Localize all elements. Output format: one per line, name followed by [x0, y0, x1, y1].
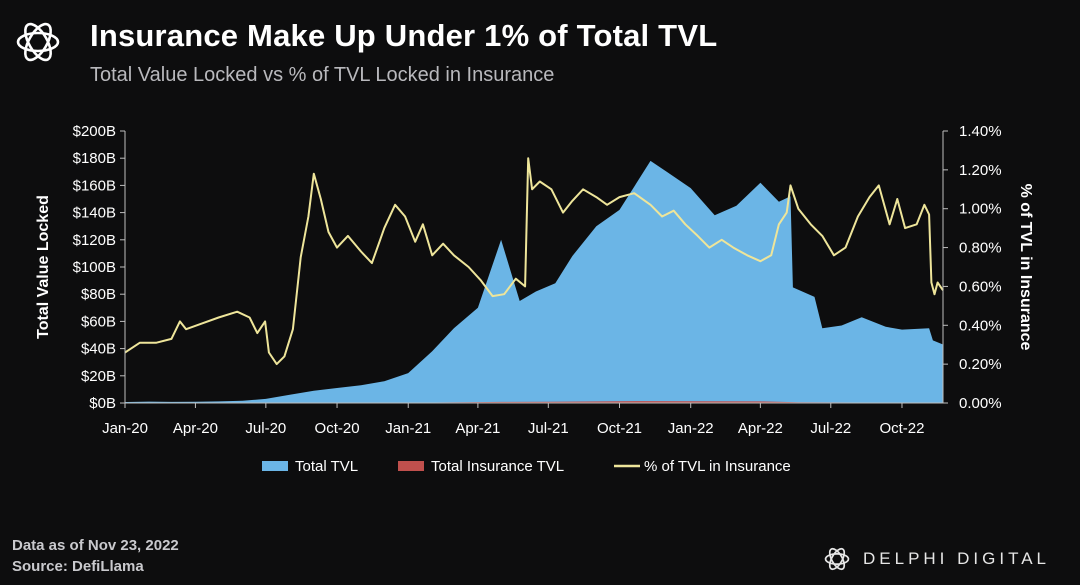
y2-tick-label: 0.00% [959, 395, 1002, 412]
x-tick-label: Apr-21 [455, 420, 500, 437]
y2-tick-label: 0.60% [959, 278, 1002, 295]
x-tick-label: Jul-20 [245, 420, 286, 437]
y2-tick-label: 0.40% [959, 317, 1002, 334]
y-tick-label: $20B [81, 368, 116, 385]
x-tick-label: Apr-22 [738, 420, 783, 437]
brand-name: DELPHI DIGITAL [863, 549, 1050, 568]
y-tick-label: $180B [73, 150, 116, 167]
y-tick-label: $120B [73, 232, 116, 249]
y-tick-label: $60B [81, 313, 116, 330]
legend-swatch-total-tvl [262, 461, 288, 471]
x-tick-label: Oct-21 [597, 420, 642, 437]
y2-tick-label: 1.20% [959, 162, 1002, 179]
y-tick-label: $40B [81, 341, 116, 358]
x-tick-label: Oct-22 [879, 420, 924, 437]
y-tick-label: $0B [89, 395, 116, 412]
legend-label-insurance-tvl: Total Insurance TVL [431, 458, 564, 475]
x-tick-label: Jan-20 [102, 420, 148, 437]
y-tick-label: $140B [73, 205, 116, 222]
y2-tick-label: 0.20% [959, 356, 1002, 373]
y-tick-label: $160B [73, 177, 116, 194]
brand-logo-icon [824, 547, 850, 571]
series-area-total-tvl [125, 160, 943, 403]
x-tick-label: Oct-20 [315, 420, 360, 437]
chart-title: Insurance Make Up Under 1% of Total TVL [90, 18, 718, 53]
data-as-of: Data as of Nov 23, 2022 [12, 537, 179, 554]
x-tick-label: Jul-22 [810, 420, 851, 437]
legend-label-total-tvl: Total TVL [295, 458, 358, 475]
y2-tick-label: 1.00% [959, 201, 1002, 218]
chart-subtitle: Total Value Locked vs % of TVL Locked in… [90, 64, 555, 86]
source-note: Source: DefiLlama [12, 558, 144, 575]
x-tick-label: Jan-21 [385, 420, 431, 437]
y-axis-title: Total Value Locked [35, 195, 52, 339]
y2-axis-title: % of TVL in Insurance [1017, 184, 1034, 351]
x-tick-label: Jul-21 [528, 420, 569, 437]
delphi-logo-icon [16, 22, 60, 62]
x-tick-label: Apr-20 [173, 420, 218, 437]
y2-tick-label: 1.40% [959, 123, 1002, 140]
y-tick-label: $200B [73, 123, 116, 140]
y2-tick-label: 0.80% [959, 240, 1002, 257]
legend-swatch-insurance-tvl [398, 461, 424, 471]
legend-label-pct-insurance: % of TVL in Insurance [644, 458, 791, 475]
x-tick-label: Jan-22 [668, 420, 714, 437]
y-tick-label: $100B [73, 259, 116, 276]
brand: DELPHI DIGITAL [821, 543, 1050, 575]
y-tick-label: $80B [81, 286, 116, 303]
series-line-pct-insurance [124, 157, 944, 366]
